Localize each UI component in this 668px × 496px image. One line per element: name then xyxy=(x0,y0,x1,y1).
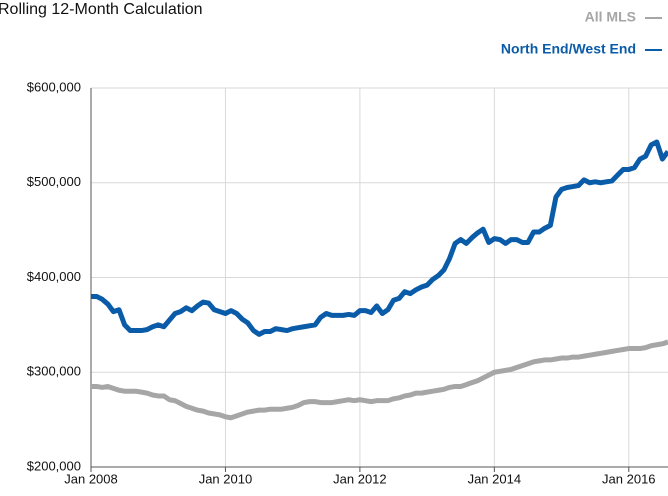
x-tick-label: Jan 2016 xyxy=(602,471,656,486)
y-tick-label: $600,000 xyxy=(27,79,81,94)
chart-title: Rolling 12-Month Calculation xyxy=(0,1,203,18)
series-line xyxy=(91,339,668,421)
y-tick-label: $400,000 xyxy=(27,269,81,284)
x-tick-label: Jan 2014 xyxy=(468,471,522,486)
x-tick-label: Jan 2008 xyxy=(64,471,118,486)
series-line xyxy=(91,139,668,337)
x-tick-label: Jan 2012 xyxy=(333,471,387,486)
legend-label: North End/West End xyxy=(501,41,636,57)
legend-label: All MLS xyxy=(585,9,636,25)
y-tick-label: $500,000 xyxy=(27,174,81,189)
y-tick-label: $200,000 xyxy=(27,458,81,473)
x-tick-label: Jan 2010 xyxy=(199,471,253,486)
y-tick-label: $300,000 xyxy=(27,364,81,379)
